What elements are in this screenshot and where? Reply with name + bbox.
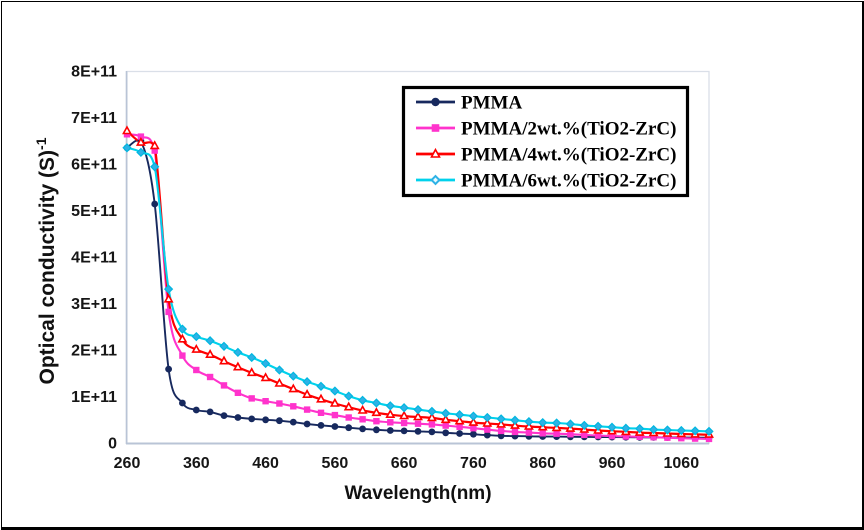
svg-text:Wavelength(nm): Wavelength(nm) <box>344 483 491 504</box>
svg-text:PMMA/2wt.%(TiO2-ZrC): PMMA/2wt.%(TiO2-ZrC) <box>461 119 676 140</box>
svg-text:4E+11: 4E+11 <box>71 250 117 267</box>
svg-text:860: 860 <box>529 455 556 472</box>
svg-text:0: 0 <box>108 436 117 453</box>
svg-text:560: 560 <box>322 455 349 472</box>
svg-text:PMMA/6wt.%(TiO2-ZrC): PMMA/6wt.%(TiO2-ZrC) <box>461 171 676 192</box>
svg-text:Optical conductivity (S)-1: Optical conductivity (S)-1 <box>33 137 59 384</box>
svg-text:2E+11: 2E+11 <box>71 343 117 360</box>
svg-text:260: 260 <box>114 455 141 472</box>
svg-text:660: 660 <box>391 455 418 472</box>
svg-text:360: 360 <box>183 455 210 472</box>
svg-text:460: 460 <box>252 455 279 472</box>
svg-text:5E+11: 5E+11 <box>71 203 117 220</box>
svg-text:760: 760 <box>460 455 487 472</box>
svg-text:6E+11: 6E+11 <box>71 157 117 174</box>
svg-text:3E+11: 3E+11 <box>71 296 117 313</box>
svg-text:960: 960 <box>599 455 626 472</box>
svg-text:1060: 1060 <box>664 455 700 472</box>
svg-text:7E+11: 7E+11 <box>71 110 117 127</box>
svg-text:PMMA: PMMA <box>461 93 522 114</box>
svg-text:8E+11: 8E+11 <box>71 64 117 81</box>
svg-text:PMMA/4wt.%(TiO2-ZrC): PMMA/4wt.%(TiO2-ZrC) <box>461 145 676 166</box>
svg-text:1E+11: 1E+11 <box>71 389 117 406</box>
